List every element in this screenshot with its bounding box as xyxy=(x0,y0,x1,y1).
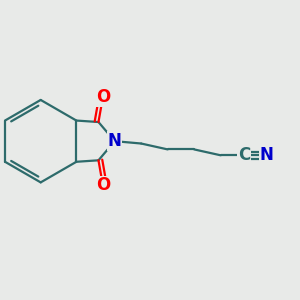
Text: C: C xyxy=(238,146,250,164)
Text: O: O xyxy=(96,88,110,106)
Text: O: O xyxy=(96,176,110,194)
Text: N: N xyxy=(260,146,273,164)
Text: N: N xyxy=(108,132,122,150)
